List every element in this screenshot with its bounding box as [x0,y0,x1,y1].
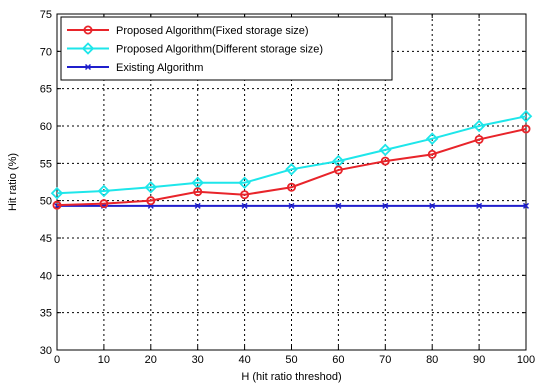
circle-marker [240,190,250,200]
diamond-marker [238,176,251,190]
x-tick-label: 0 [54,354,60,366]
diamond-marker [379,143,392,157]
y-tick-label: 30 [40,345,52,357]
y-axis-label: Hit ratio (%) [7,153,19,211]
circle-marker [333,165,343,175]
diamond-marker [50,186,64,200]
y-tick-label: 50 [40,196,52,208]
diamond-marker [144,180,158,194]
series-line [56,115,527,195]
y-tick-label: 45 [40,233,52,245]
x-tick-label: 90 [473,354,485,366]
diamond-marker [425,132,439,145]
x-marker [429,202,436,209]
data-series [50,110,533,210]
legend-label: Existing Algorithm [116,62,203,74]
x-tick-label: 60 [332,354,344,366]
diamond-marker [472,119,486,133]
x-marker [194,202,201,209]
x-tick-label: 10 [98,354,110,366]
x-marker [476,202,483,209]
circle-marker [193,187,203,197]
y-tick-label: 35 [40,308,52,320]
x-tick-label: 40 [238,354,250,366]
y-tick-label: 60 [40,121,52,133]
x-tick-label: 80 [426,354,438,366]
legend: Proposed Algorithm(Fixed storage size) Pr… [60,16,393,81]
x-marker [522,202,530,209]
diamond-marker [97,184,111,198]
y-tick-label: 75 [40,9,52,21]
circle-marker [52,200,62,210]
legend-label: Proposed Algorithm(Fixed storage size) [116,25,309,37]
circle-marker [146,196,156,206]
series-line [56,128,527,207]
x-tick-label: 50 [285,354,297,366]
circle-marker [99,199,109,209]
circle-marker [474,134,484,144]
circle-marker [521,124,531,134]
y-tick-label: 70 [40,46,52,58]
circle-marker [83,25,93,35]
x-marker [382,202,389,209]
legend-label: Proposed Algorithm(Different storage siz… [116,44,323,56]
y-tick-label: 55 [40,158,52,170]
x-tick-label: 30 [192,354,204,366]
x-axis-label: H (hit ratio threshod) [241,371,341,383]
x-tick-label: 100 [517,354,535,366]
x-marker [84,63,92,71]
x-marker [241,202,248,209]
x-tick-label: 20 [145,354,157,366]
series-0 [52,124,531,210]
axis-ticks: 0 10 20 30 40 50 60 70 80 90 100 30 35 40 45 50 55 60 65 70… [40,9,535,366]
diamond-marker [285,163,298,176]
circle-marker [427,149,437,159]
diamond-marker [519,110,533,123]
x-marker [335,202,342,209]
x-tick-label: 70 [379,354,391,366]
circle-marker [380,156,390,166]
legend-box [60,16,393,81]
x-marker [288,202,295,209]
y-tick-label: 40 [40,270,52,282]
y-tick-label: 65 [40,84,52,96]
circle-marker [286,182,296,192]
diamond-marker [81,42,95,55]
